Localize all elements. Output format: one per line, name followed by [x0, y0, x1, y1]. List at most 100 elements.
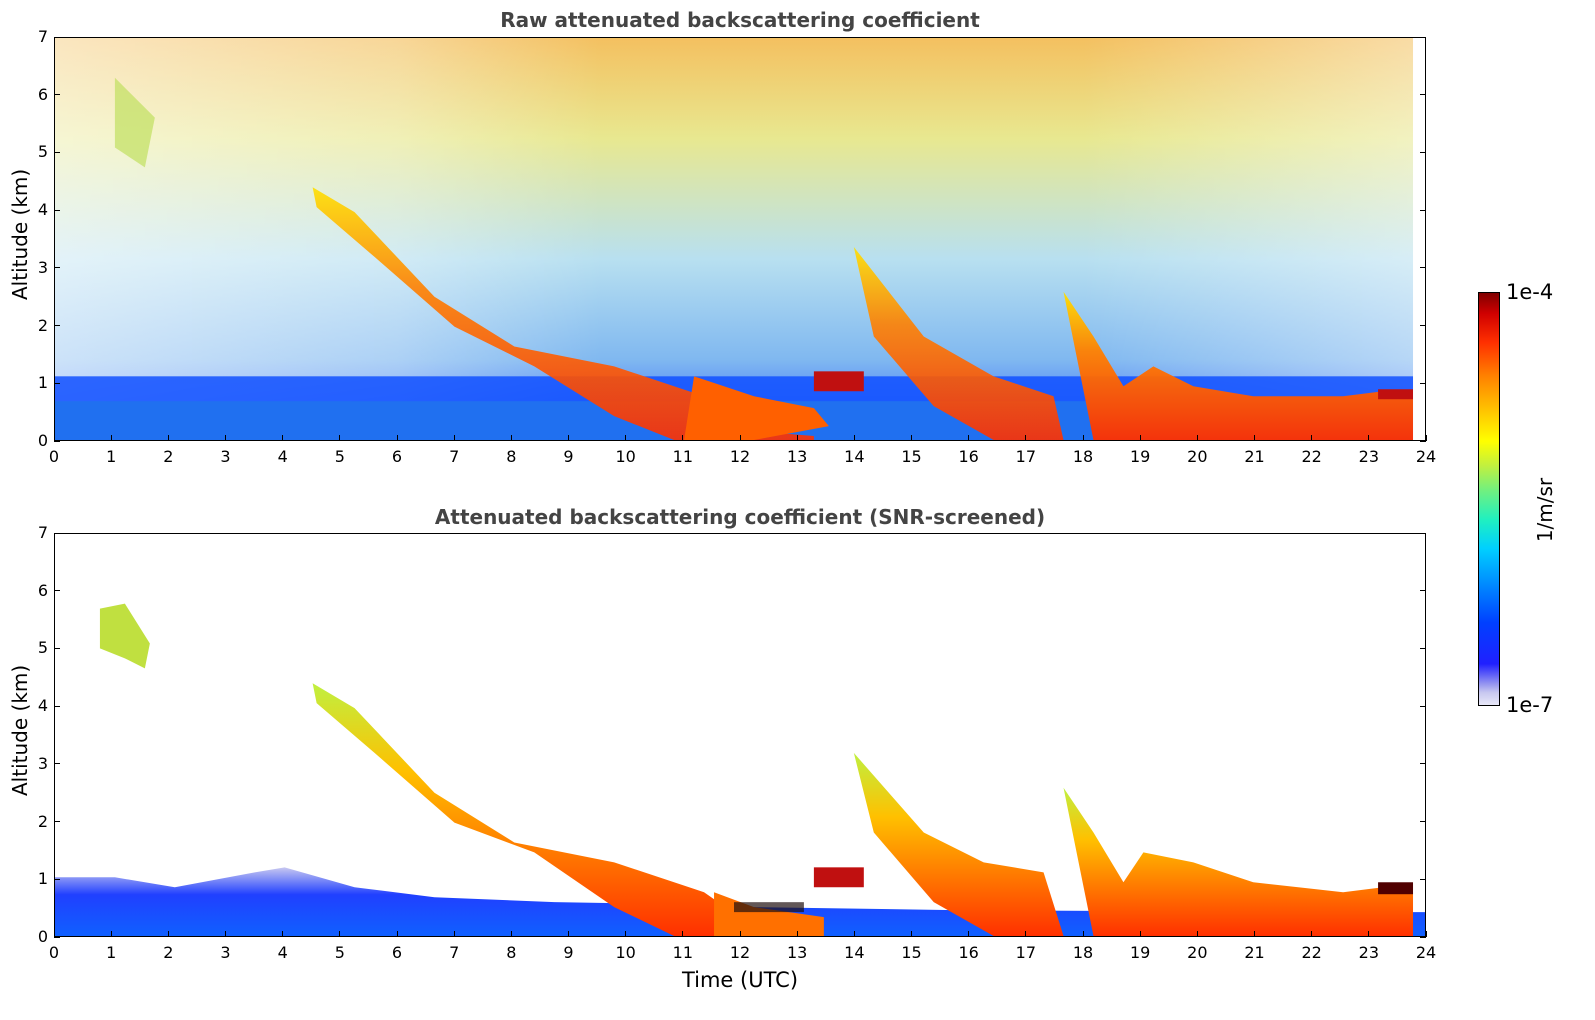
- screened-backscatter-field: [55, 603, 1425, 936]
- x-tick-label: 16: [958, 943, 979, 962]
- y-tick-mark-right: [1420, 267, 1426, 269]
- y-tick-label: 7: [37, 27, 48, 46]
- x-tick-label: 19: [1129, 447, 1151, 466]
- x-tick-mark: [110, 435, 112, 441]
- bottom-panel-title: Attenuated backscattering coefficient (S…: [434, 505, 1046, 529]
- y-tick-mark-right: [1420, 532, 1426, 534]
- x-tick-mark: [1082, 931, 1084, 937]
- x-tick-label: 1: [106, 943, 117, 962]
- x-tick-mark: [282, 435, 284, 441]
- y-tick-label: 1: [37, 869, 48, 889]
- x-tick-mark: [1025, 931, 1027, 937]
- y-tick-mark: [54, 151, 60, 153]
- x-tick-label: 18: [1072, 447, 1094, 466]
- x-tick-mark: [53, 435, 55, 441]
- x-tick-label: 8: [506, 943, 517, 962]
- x-tick-mark: [1196, 435, 1198, 441]
- raw-backscatter-field: [55, 38, 1425, 440]
- x-tick-label: 3: [220, 943, 231, 962]
- y-tick-mark: [54, 209, 60, 211]
- y-tick-mark: [54, 36, 60, 38]
- x-tick-mark: [853, 435, 855, 441]
- y-tick-label: 5: [37, 638, 48, 658]
- raw-backscatter-heatmap: [54, 37, 1426, 441]
- x-tick-label: 15: [901, 447, 922, 466]
- y-tick-label: 0: [37, 927, 48, 946]
- y-tick-mark: [54, 878, 60, 880]
- x-tick-label: 5: [334, 943, 345, 962]
- x-tick-mark: [225, 931, 226, 937]
- x-tick-mark: [568, 931, 569, 937]
- x-tick-label: 5: [334, 447, 345, 466]
- x-tick-label: 22: [1301, 943, 1322, 962]
- x-tick-label: 20: [1187, 447, 1208, 466]
- x-tick-mark: [682, 931, 684, 937]
- x-tick-label: 4: [277, 447, 288, 466]
- x-tick-label: 10: [615, 447, 636, 466]
- x-tick-label: 2: [163, 943, 174, 962]
- y-tick-mark: [54, 267, 60, 269]
- bottom-y-axis-label: Altitude (km): [8, 664, 32, 796]
- x-tick-mark: [1196, 931, 1198, 937]
- y-tick-label: 4: [37, 200, 48, 220]
- x-tick-mark: [739, 931, 741, 937]
- y-tick-mark: [54, 763, 60, 765]
- y-tick-mark: [54, 590, 60, 592]
- x-tick-mark: [796, 931, 798, 937]
- x-tick-mark: [510, 931, 512, 937]
- colorbar: [1478, 292, 1500, 706]
- top-panel-title: Raw attenuated backscattering coefficien…: [500, 8, 980, 32]
- x-tick-label: 15: [901, 943, 922, 962]
- x-tick-mark: [568, 435, 569, 441]
- y-tick-label: 6: [37, 84, 48, 104]
- x-tick-label: 22: [1301, 447, 1322, 466]
- y-tick-mark-right: [1420, 647, 1426, 649]
- y-tick-mark-right: [1420, 209, 1426, 211]
- x-tick-label: 19: [1129, 943, 1151, 962]
- x-tick-mark: [453, 931, 455, 937]
- x-tick-mark: [911, 435, 912, 441]
- y-tick-mark-right: [1420, 705, 1426, 707]
- x-tick-label: 3: [220, 447, 231, 466]
- y-tick-mark-right: [1420, 936, 1426, 938]
- y-tick-label: 4: [37, 696, 48, 716]
- y-tick-label: 2: [37, 811, 48, 831]
- x-tick-label: 13: [786, 943, 808, 962]
- x-tick-mark: [510, 435, 512, 441]
- x-tick-label: 17: [1015, 447, 1036, 466]
- top-y-axis-label: Altitude (km): [8, 168, 32, 300]
- y-tick-mark-right: [1420, 878, 1426, 880]
- x-axis-label: Time (UTC): [681, 968, 799, 992]
- y-tick-mark-right: [1420, 36, 1426, 38]
- x-tick-label: 16: [958, 447, 979, 466]
- x-tick-label: 21: [1244, 447, 1265, 466]
- x-tick-label: 0: [48, 447, 60, 466]
- x-tick-label: 18: [1072, 943, 1094, 962]
- x-tick-label: 21: [1244, 943, 1265, 962]
- x-tick-label: 9: [563, 447, 574, 466]
- x-tick-mark: [1311, 435, 1313, 441]
- x-tick-mark: [1082, 435, 1084, 441]
- x-tick-label: 11: [672, 943, 693, 962]
- x-tick-mark: [396, 435, 398, 441]
- x-tick-mark: [110, 931, 112, 937]
- y-tick-label: 3: [37, 753, 48, 773]
- x-tick-label: 7: [449, 447, 460, 466]
- y-tick-mark-right: [1420, 821, 1426, 823]
- y-tick-mark: [54, 325, 60, 327]
- x-tick-mark: [1368, 931, 1370, 937]
- x-tick-label: 24: [1415, 943, 1437, 962]
- y-tick-mark: [54, 647, 60, 649]
- y-tick-label: 5: [37, 142, 48, 162]
- x-tick-mark: [339, 435, 341, 441]
- x-tick-mark: [1425, 435, 1427, 441]
- x-tick-mark: [396, 931, 398, 937]
- y-tick-mark-right: [1420, 382, 1426, 384]
- y-tick-mark-right: [1420, 440, 1426, 442]
- x-tick-mark: [53, 931, 55, 937]
- y-tick-label: 3: [37, 257, 48, 277]
- x-tick-mark: [853, 931, 855, 937]
- x-tick-label: 14: [844, 447, 865, 466]
- x-tick-label: 23: [1358, 447, 1379, 466]
- x-tick-mark: [1254, 435, 1255, 441]
